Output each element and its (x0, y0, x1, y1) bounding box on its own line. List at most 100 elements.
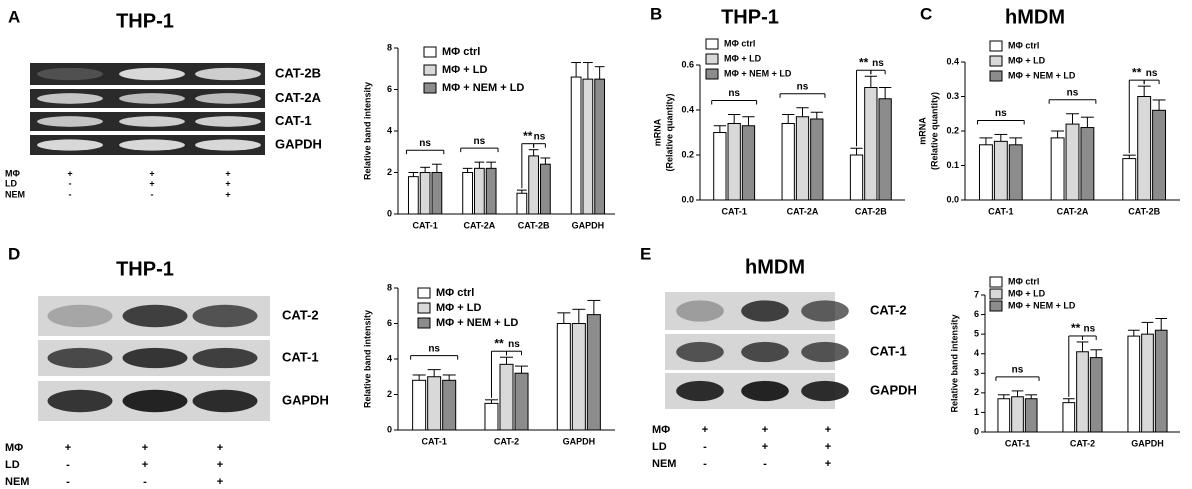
legend-label: MΦ + LD (436, 302, 481, 314)
legend-label: MΦ ctrl (442, 46, 480, 58)
legend-swatch (423, 46, 437, 58)
significance-label: ns (995, 108, 1007, 119)
bar (1080, 127, 1095, 201)
y-axis-label: (Relative quantity) (929, 92, 939, 170)
blot-band (47, 389, 113, 413)
treatment-sign: + (825, 441, 831, 453)
x-tick-label: GAPDH (572, 220, 605, 230)
treatment-label: NEM (5, 476, 29, 488)
x-tick-label: CAT-2B (855, 206, 887, 216)
bar (1141, 333, 1154, 433)
blot-label: CAT-2B (275, 65, 321, 80)
x-tick-label: CAT-2B (518, 220, 550, 230)
legend-label: MΦ ctrl (1008, 40, 1039, 50)
treatment-sign: + (702, 424, 708, 436)
blot-band (119, 93, 185, 104)
treatment-sign: + (225, 189, 230, 199)
bar (1127, 335, 1141, 433)
blot-label: CAT-1 (275, 113, 312, 128)
y-tick-label: 0.0 (681, 194, 694, 204)
y-tick-label: 6 (387, 84, 392, 94)
treatment-sign: + (762, 424, 768, 436)
y-axis-label: Relative band intensity (362, 82, 372, 180)
treatment-sign: - (151, 189, 154, 199)
treatment-sign: + (825, 424, 831, 436)
bar (727, 123, 741, 201)
y-tick-label: 0.4 (681, 104, 694, 114)
treatment-label: MΦ (652, 424, 670, 436)
x-tick-label: CAT-2A (463, 220, 495, 230)
treatment-label: LD (5, 178, 17, 188)
x-tick-label: CAT-2B (1128, 206, 1160, 216)
blot-label: CAT-2 (870, 302, 907, 317)
significance-label: ns (1067, 87, 1079, 98)
treatment-label: MΦ (5, 168, 20, 178)
x-tick-label: CAT-1 (988, 206, 1013, 216)
treatment-sign: - (69, 178, 72, 188)
legend-swatch (989, 300, 1003, 312)
blot-band (676, 300, 724, 322)
treatment-label: NEM (5, 189, 25, 199)
bar (1024, 398, 1038, 433)
bar (810, 118, 824, 201)
bar (713, 132, 727, 201)
treatment-sign: + (825, 458, 831, 470)
y-tick-label: 0.6 (681, 59, 694, 69)
blot-label: GAPDH (870, 382, 917, 397)
blot-label: GAPDH (282, 392, 329, 407)
bar (1076, 351, 1089, 433)
treatment-sign: - (66, 476, 70, 488)
blot-band (37, 139, 103, 151)
treatment-sign: + (217, 476, 223, 488)
legend-swatch (989, 276, 1003, 288)
significance-label: ns (797, 81, 809, 92)
blot-band (37, 67, 103, 81)
y-tick-label: 0 (387, 208, 392, 218)
y-tick-label: 1 (974, 407, 979, 417)
bar (1152, 109, 1167, 201)
legend-swatch (705, 38, 719, 50)
significance-label: ** (1071, 321, 1081, 335)
blot-band (47, 347, 113, 369)
blot-band (801, 300, 849, 322)
bar (419, 172, 431, 215)
y-axis-label: mRNA (917, 117, 927, 145)
legend-swatch (423, 64, 437, 76)
legend-label: MΦ ctrl (724, 38, 755, 48)
y-axis-label: Relative band intensity (362, 310, 372, 408)
blot-band (192, 304, 258, 328)
panel-title: THP-1 (116, 258, 174, 280)
treatment-label: LD (652, 441, 667, 453)
legend-label: MΦ + NEM + LD (724, 68, 792, 78)
bar (412, 379, 427, 431)
y-tick-label: 3 (974, 368, 979, 378)
blot-band (47, 304, 113, 328)
x-tick-label: CAT-1 (721, 206, 746, 216)
treatment-sign: + (149, 168, 154, 178)
blot-band (122, 347, 188, 369)
treatment-sign: - (703, 458, 707, 470)
treatment-sign: + (142, 442, 148, 454)
significance-label: ** (523, 129, 533, 143)
bar (1062, 402, 1076, 433)
blot-band (195, 139, 261, 151)
legend-label: MΦ + LD (1008, 55, 1046, 65)
legend-swatch (705, 53, 719, 65)
blot-band (192, 389, 258, 413)
bar (431, 172, 443, 215)
bar (484, 402, 499, 431)
y-tick-label: 0.2 (681, 149, 694, 159)
blot-band (122, 304, 188, 328)
blot-band (676, 341, 724, 363)
significance-label: ns (1084, 324, 1096, 335)
legend-swatch (989, 55, 1003, 67)
treatment-sign: + (142, 459, 148, 471)
bar (516, 192, 528, 215)
blot-label: CAT-2A (275, 90, 322, 105)
treatment-sign: + (217, 442, 223, 454)
bar (499, 363, 514, 431)
blot-band (801, 380, 849, 402)
treatment-sign: - (66, 459, 70, 471)
significance-label: ns (419, 138, 431, 149)
panel-letter: B (650, 4, 662, 23)
